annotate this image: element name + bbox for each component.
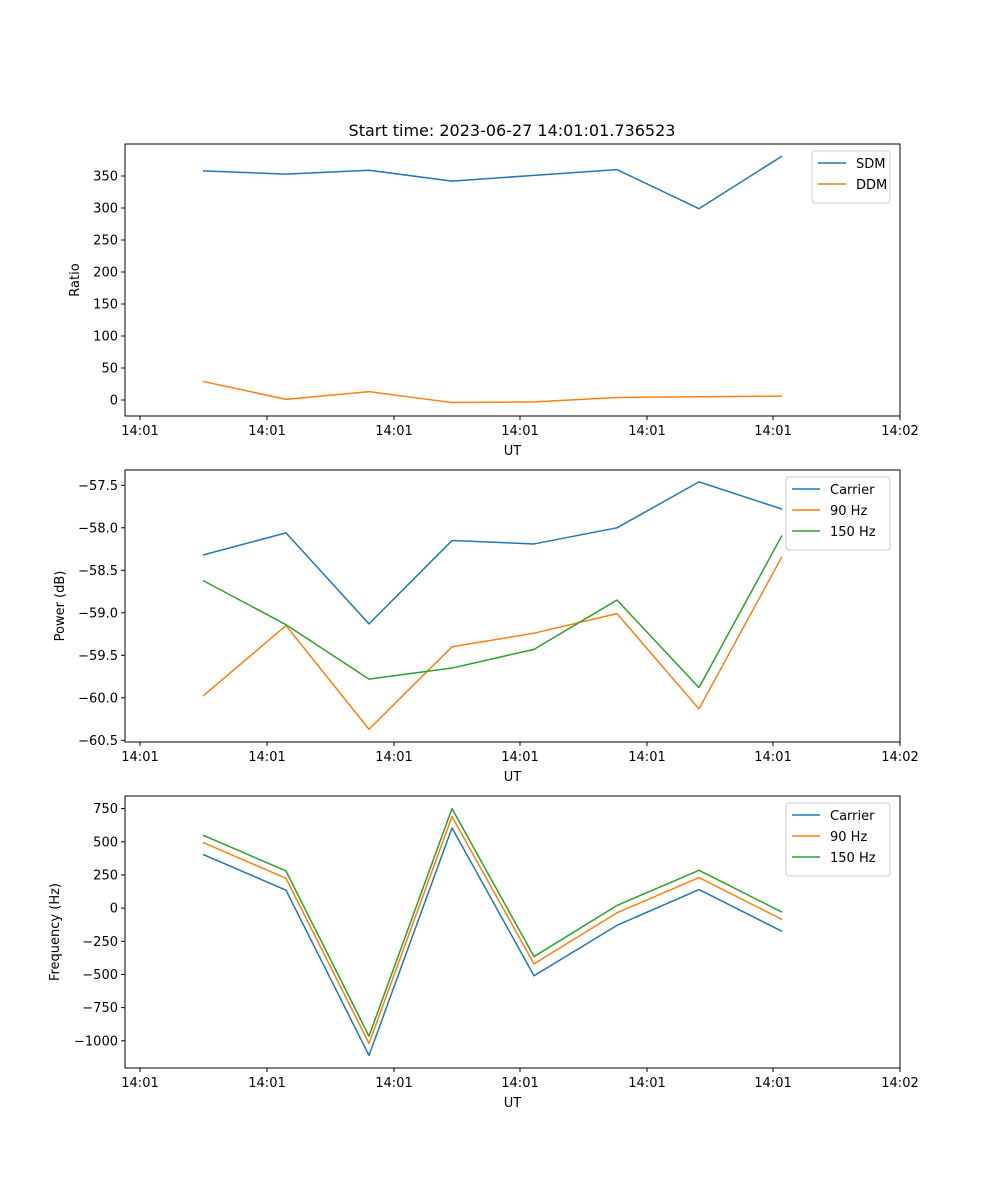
x-axis-label: UT (504, 770, 522, 785)
y-axis-label: Power (dB) (53, 571, 68, 642)
y-tick-label: 0 (110, 394, 118, 409)
plot-1: 14:01 14:01 14:01 14:01 14:01 14:01 14:02 0 50 10… (68, 143, 919, 459)
y-tick-label: −59.0 (78, 606, 118, 621)
legend: SDM DDM (811, 150, 891, 204)
series-line-90-hz (202, 815, 783, 1045)
y-tick-label: −1000 (74, 1034, 118, 1049)
plot-frame (124, 469, 901, 743)
x-tick-label: 14:01 (248, 750, 285, 765)
x-axis-label: UT (504, 1096, 522, 1111)
y-tick-label: −58.5 (78, 564, 118, 579)
x-tick-label: 14:01 (628, 750, 665, 765)
legend-label: SDM (856, 157, 885, 172)
x-tick-label: 14:02 (881, 750, 918, 765)
x-tick-label: 14:01 (248, 424, 285, 439)
y-axis-label: Ratio (68, 263, 83, 296)
y-tick-label: −58.0 (78, 521, 118, 536)
y-tick-label: 300 (93, 202, 118, 217)
x-tick-label: 14:01 (754, 1076, 791, 1091)
x-tick-label: 14:01 (375, 750, 412, 765)
y-tick-label: 250 (93, 868, 118, 883)
series-line-150-hz (202, 535, 783, 689)
series-line-90-hz (202, 556, 783, 730)
x-tick-label: 14:01 (375, 424, 412, 439)
x-tick-label: 14:01 (501, 424, 538, 439)
x-tick-label: 14:01 (754, 750, 791, 765)
plot-frame (124, 143, 901, 417)
y-tick-label: 100 (93, 330, 118, 345)
y-tick-label: −750 (82, 1001, 118, 1016)
x-tick-label: 14:01 (754, 424, 791, 439)
x-tick-label: 14:02 (881, 424, 918, 439)
x-tick-label: 14:01 (501, 1076, 538, 1091)
legend-label: 90 Hz (830, 830, 867, 845)
y-tick-label: −500 (82, 968, 118, 983)
series-line-sdm (202, 155, 783, 210)
x-tick-label: 14:01 (248, 1076, 285, 1091)
y-tick-label: −60.5 (78, 734, 118, 749)
x-tick-label: 14:01 (375, 1076, 412, 1091)
legend: Carrier 90 Hz 150 Hz (785, 476, 891, 551)
y-tick-label: 150 (93, 298, 118, 313)
legend-label: 90 Hz (830, 504, 867, 519)
x-tick-label: 14:01 (121, 750, 158, 765)
legend-box (811, 150, 891, 204)
plot-3: 14:01 14:01 14:01 14:01 14:01 14:01 14:02 −1000… (48, 795, 919, 1111)
series-line-carrier (202, 481, 783, 625)
legend-label: Carrier (830, 809, 875, 824)
y-tick-label: 750 (93, 802, 118, 817)
legend: Carrier 90 Hz 150 Hz (785, 802, 891, 877)
y-tick-label: 350 (93, 170, 118, 185)
x-axis-label: UT (504, 444, 522, 459)
y-tick-label: −57.5 (78, 479, 118, 494)
plot-frame (124, 795, 901, 1069)
legend-label: 150 Hz (830, 851, 876, 866)
y-tick-label: 250 (93, 234, 118, 249)
x-tick-label: 14:02 (881, 1076, 918, 1091)
y-tick-label: −250 (82, 935, 118, 950)
x-tick-label: 14:01 (121, 424, 158, 439)
y-tick-label: −60.0 (78, 691, 118, 706)
y-tick-label: 50 (101, 362, 118, 377)
legend-label: 150 Hz (830, 525, 876, 540)
x-tick-label: 14:01 (628, 1076, 665, 1091)
legend-label: DDM (856, 178, 887, 193)
x-tick-label: 14:01 (628, 424, 665, 439)
y-tick-label: 500 (93, 835, 118, 850)
series-line-150-hz (202, 807, 783, 1037)
series-line-carrier (202, 827, 783, 1057)
plot-2: 14:01 14:01 14:01 14:01 14:01 14:01 14:02 −60.5… (53, 469, 919, 785)
series-line-ddm (202, 380, 783, 404)
y-axis-label: Frequency (Hz) (48, 883, 63, 981)
x-tick-label: 14:01 (501, 750, 538, 765)
legend-label: Carrier (830, 483, 875, 498)
figure-title: Start time: 2023-06-27 14:01:01.736523 (349, 121, 676, 140)
y-tick-label: 200 (93, 266, 118, 281)
y-tick-label: −59.5 (78, 649, 118, 664)
x-tick-label: 14:01 (121, 1076, 158, 1091)
y-tick-label: 0 (110, 902, 118, 917)
